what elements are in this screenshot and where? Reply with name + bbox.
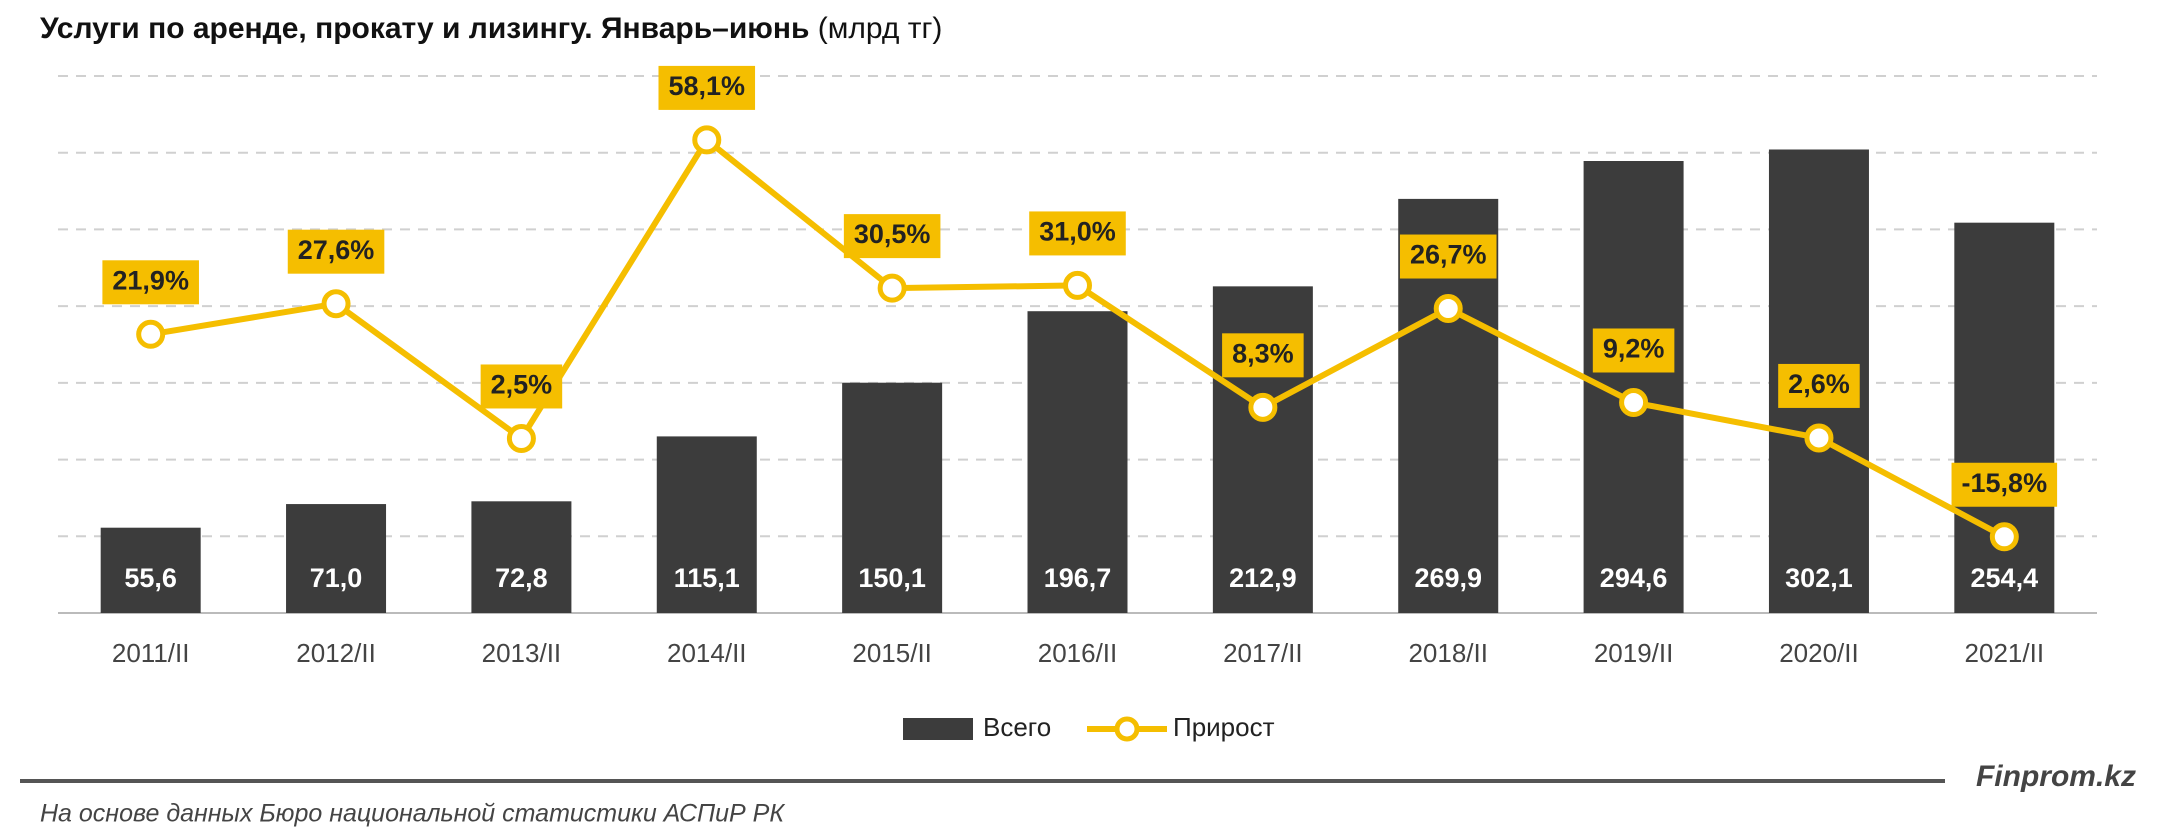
line-point	[877, 273, 907, 303]
x-tick-label: 2015/II	[852, 638, 932, 668]
line-value-label: 31,0%	[1039, 217, 1116, 247]
value-label-box	[287, 229, 385, 274]
line-value-label: 2,6%	[1788, 369, 1850, 399]
bar-value-label: 72,8	[495, 563, 548, 593]
bar-value-label: 115,1	[674, 563, 740, 593]
line-point	[1619, 387, 1649, 417]
bar	[100, 527, 201, 613]
chart-unit: (млрд тг)	[818, 12, 943, 45]
line-point	[321, 289, 351, 319]
bar-value-label: 71,0	[310, 563, 363, 593]
bar	[471, 501, 572, 613]
value-label-box	[1029, 211, 1126, 256]
line-value-label: 2,5%	[491, 370, 553, 400]
bar-value-label: 196,7	[1044, 563, 1112, 593]
bar	[1027, 311, 1128, 613]
value-label-box	[843, 214, 941, 259]
value-label-box	[1778, 363, 1860, 408]
value-label-box	[102, 260, 199, 305]
bar-value-label: 150,1	[858, 563, 926, 593]
bar	[1954, 222, 2055, 613]
bar-value-label: 269,9	[1414, 563, 1482, 593]
x-tick-label: 2020/II	[1779, 638, 1859, 668]
line-point	[692, 125, 722, 155]
line-point	[136, 319, 166, 349]
legend: Всего Прирост	[903, 712, 1275, 742]
bar-value-label: 302,1	[1785, 563, 1853, 593]
legend-label: Всего	[983, 712, 1051, 742]
line-point	[1063, 270, 1092, 300]
bar	[656, 436, 757, 613]
x-tick-label: 2012/II	[296, 638, 376, 668]
line-value-label: 30,5%	[854, 219, 931, 249]
bar-value-label: 212,9	[1229, 563, 1297, 593]
x-tick-label: 2017/II	[1223, 638, 1303, 668]
line-point	[1433, 294, 1463, 324]
x-tick-label: 2013/II	[482, 638, 562, 668]
line-value-label: 27,6%	[298, 235, 375, 265]
bar	[842, 382, 943, 613]
legend-label: Прирост	[1173, 712, 1275, 742]
line-value-label: 8,3%	[1232, 338, 1294, 368]
legend-swatch	[903, 718, 973, 740]
x-tick-label: 2011/II	[112, 638, 190, 668]
x-tick-label: 2018/II	[1408, 638, 1488, 668]
bar-value-label: 294,6	[1600, 563, 1668, 593]
value-label-box	[480, 364, 563, 409]
x-tick-label: 2016/II	[1038, 638, 1118, 668]
value-label-box	[1399, 234, 1497, 279]
line-value-label: 9,2%	[1603, 334, 1665, 364]
x-tick-label: 2019/II	[1594, 638, 1674, 668]
bar-value-label: 254,4	[1971, 563, 2039, 593]
line-value-label: 26,7%	[1410, 240, 1487, 270]
chart-title: Услуги по аренде, прокату и лизингу. Янв…	[40, 12, 809, 45]
legend-swatch	[1114, 716, 1140, 742]
source-note: На основе данных Бюро национальной стати…	[40, 800, 785, 828]
line-value-label: -15,8%	[1962, 468, 2048, 498]
value-label-box	[1951, 462, 2058, 507]
chart-title-group: Услуги по аренде, прокату и лизингу. Янв…	[40, 12, 942, 45]
x-tick-label: 2021/II	[1965, 638, 2045, 668]
value-label-box	[658, 65, 756, 110]
line-point	[506, 423, 536, 453]
bar-value-label: 55,6	[124, 563, 177, 593]
bar	[286, 504, 387, 613]
value-label-box	[1592, 328, 1675, 373]
line-value-label: 58,1%	[668, 71, 745, 101]
line-point	[1248, 392, 1278, 422]
line-point	[1804, 423, 1834, 453]
brand: Finprom.kz	[1976, 760, 2136, 793]
grid	[58, 75, 2097, 614]
x-tick-label: 2014/II	[667, 638, 747, 668]
line-point	[1989, 522, 2019, 552]
line-value-label: 21,9%	[112, 265, 189, 295]
value-label-box	[1222, 333, 1304, 378]
